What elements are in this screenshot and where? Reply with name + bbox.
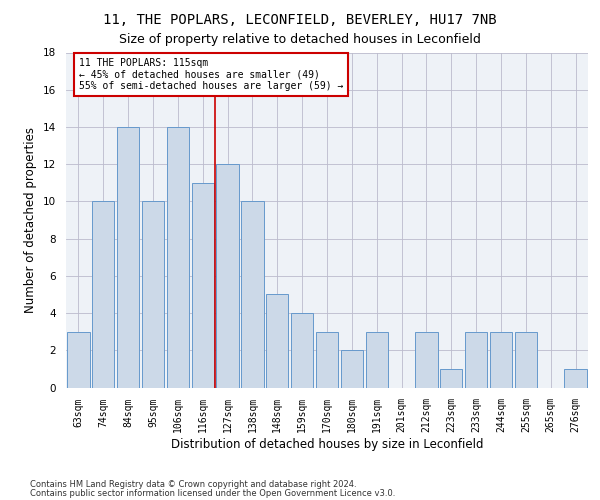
X-axis label: Distribution of detached houses by size in Leconfield: Distribution of detached houses by size … (171, 438, 483, 451)
Bar (241, 202, 263, 388)
Bar (191, 183, 214, 388)
Text: Contains public sector information licensed under the Open Government Licence v3: Contains public sector information licen… (30, 489, 395, 498)
Bar (117, 127, 139, 388)
Text: 11 THE POPLARS: 115sqm
← 45% of detached houses are smaller (49)
55% of semi-det: 11 THE POPLARS: 115sqm ← 45% of detached… (79, 58, 343, 92)
Bar (291, 313, 313, 388)
Bar (341, 350, 363, 388)
Bar (92, 202, 115, 388)
Bar (365, 332, 388, 388)
Bar (515, 332, 537, 388)
Bar (266, 294, 289, 388)
Bar (440, 369, 463, 388)
Bar (142, 202, 164, 388)
Bar (217, 164, 239, 388)
Bar (67, 332, 89, 388)
Bar (316, 332, 338, 388)
Text: 11, THE POPLARS, LECONFIELD, BEVERLEY, HU17 7NB: 11, THE POPLARS, LECONFIELD, BEVERLEY, H… (103, 12, 497, 26)
Bar (565, 369, 587, 388)
Text: Size of property relative to detached houses in Leconfield: Size of property relative to detached ho… (119, 32, 481, 46)
Y-axis label: Number of detached properties: Number of detached properties (25, 127, 37, 313)
Text: Contains HM Land Registry data © Crown copyright and database right 2024.: Contains HM Land Registry data © Crown c… (30, 480, 356, 489)
Bar (490, 332, 512, 388)
Bar (167, 127, 189, 388)
Bar (465, 332, 487, 388)
Bar (415, 332, 437, 388)
